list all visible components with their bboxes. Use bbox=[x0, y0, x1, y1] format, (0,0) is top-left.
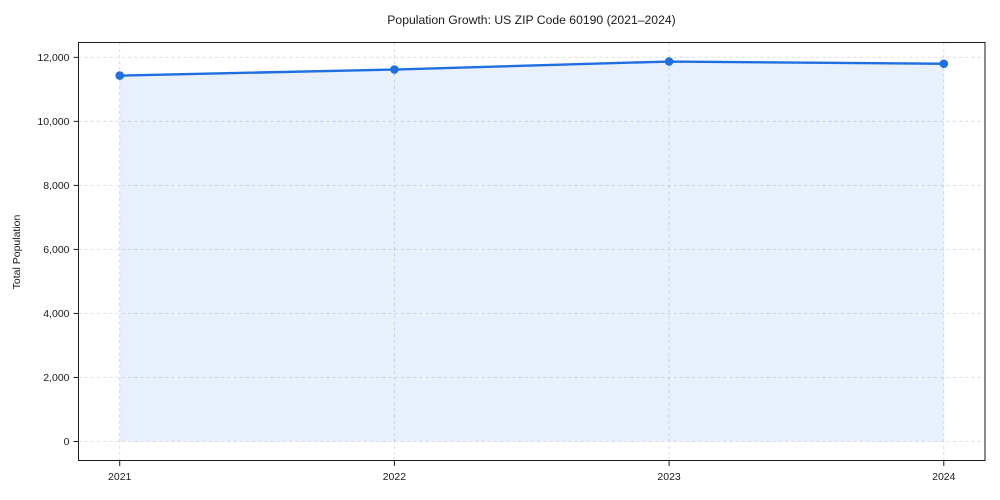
gridlines bbox=[78, 42, 985, 461]
data-point-2021 bbox=[115, 71, 125, 80]
data-points bbox=[115, 57, 949, 80]
x-tick-label: 2022 bbox=[383, 471, 407, 483]
y-tick-label: 2,000 bbox=[43, 372, 69, 384]
y-tick-label: 6,000 bbox=[43, 244, 69, 256]
y-tick-label: 12,000 bbox=[37, 52, 69, 64]
data-point-2022 bbox=[390, 65, 399, 74]
population-line bbox=[118, 60, 945, 77]
x-axis-ticks: 2021 2022 2023 2024 bbox=[108, 460, 956, 483]
area-fill bbox=[119, 61, 944, 442]
y-tick-label: 0 bbox=[64, 436, 70, 448]
data-point-2023 bbox=[664, 57, 674, 66]
x-tick-label: 2021 bbox=[108, 471, 132, 483]
y-tick-label: 10,000 bbox=[37, 116, 69, 128]
data-point-2024 bbox=[939, 59, 949, 69]
y-tick-label: 8,000 bbox=[43, 180, 69, 192]
x-tick-label: 2023 bbox=[657, 471, 681, 483]
chart-title: Population Growth: US ZIP Code 60190 (20… bbox=[387, 13, 676, 27]
plot-border bbox=[78, 42, 986, 461]
y-axis-ticks: 0 2,000 4,000 6,000 8,000 10,000 12,000 bbox=[37, 52, 79, 448]
y-tick-label: 4,000 bbox=[43, 308, 69, 320]
x-tick-label: 2024 bbox=[932, 471, 956, 483]
